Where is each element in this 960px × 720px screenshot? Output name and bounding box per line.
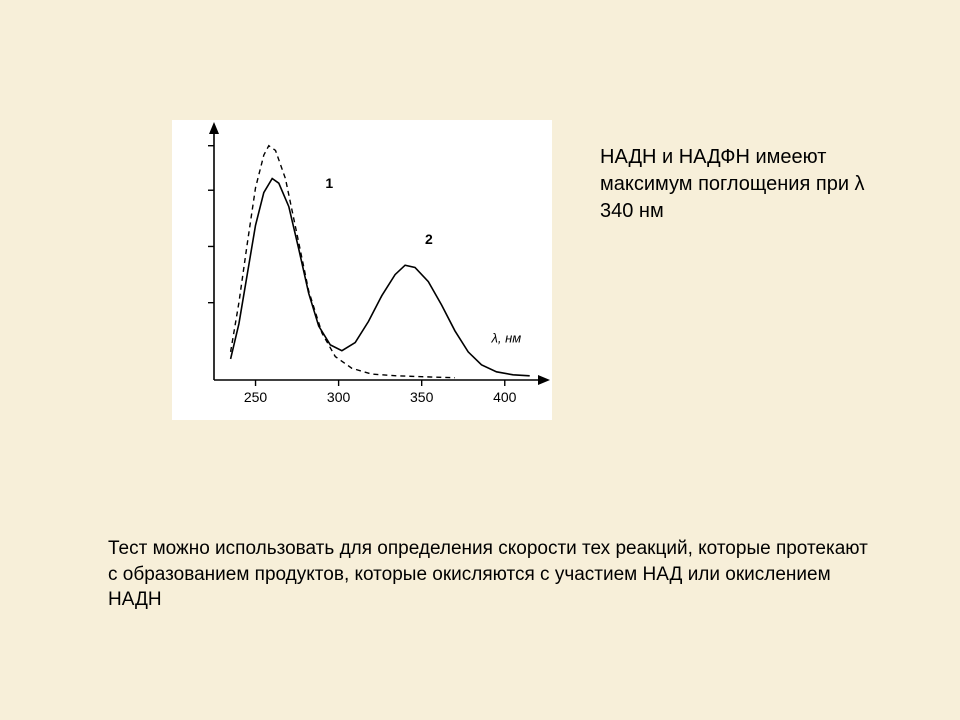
chart-panel: 250 300 350 400 λ, нм 1 2	[172, 120, 552, 420]
side-annotation: НАДН и НАДФН имееют максимум поглощения …	[600, 144, 900, 225]
svg-text:400: 400	[493, 389, 517, 405]
svg-text:250: 250	[244, 389, 268, 405]
curve-1-NAD-oxidized	[231, 146, 455, 378]
svg-text:λ, нм: λ, нм	[490, 331, 521, 346]
series-label: 2	[425, 231, 433, 247]
caption-text: Тест можно использовать для определения …	[108, 536, 868, 613]
svg-text:300: 300	[327, 389, 351, 405]
spectra-chart: 250 300 350 400 λ, нм 1 2	[172, 120, 552, 420]
series-label: 1	[325, 175, 333, 191]
svg-text:350: 350	[410, 389, 434, 405]
curve-2-NADH-reduced	[231, 179, 530, 376]
